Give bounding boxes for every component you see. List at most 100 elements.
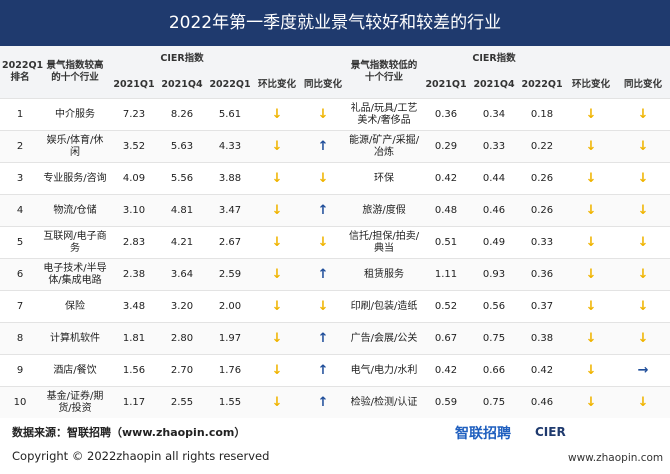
table-row: 8 计算机软件 1.81 2.80 1.97 ↓ ↑ 广告/会展/公关 0.67 0.75 0.38… bbox=[0, 322, 670, 355]
header-cell bbox=[566, 46, 617, 72]
table-cell: 0.22 bbox=[518, 130, 567, 163]
trend-arrow: ↓ bbox=[616, 322, 670, 355]
table-row: 10 基金/证券/期货/投资 1.17 2.55 1.55 ↓ ↑ 检验/检测/认证 0.59 0… bbox=[0, 386, 670, 418]
table-cell: 4.09 bbox=[110, 162, 158, 195]
table-cell: 0.75 bbox=[470, 386, 519, 418]
trend-arrow: ↓ bbox=[254, 226, 301, 259]
table-cell: 广告/会展/公关 bbox=[346, 322, 423, 355]
table-cell: 0.46 bbox=[518, 386, 567, 418]
table-cell: 检验/检测/认证 bbox=[346, 386, 423, 418]
table-cell: 0.75 bbox=[470, 322, 519, 355]
table-cell: 0.66 bbox=[470, 354, 519, 387]
trend-arrow: ↓ bbox=[566, 322, 617, 355]
trend-arrow: ↓ bbox=[616, 130, 670, 163]
trend-arrow: → bbox=[616, 354, 670, 387]
table-cell: 0.33 bbox=[518, 226, 567, 259]
table-cell: 0.49 bbox=[470, 226, 519, 259]
table-cell: 娱乐/体育/休闲 bbox=[40, 130, 110, 163]
table-cell: 酒店/餐饮 bbox=[40, 354, 110, 387]
table-cell: 4.33 bbox=[206, 130, 255, 163]
trend-arrow: ↓ bbox=[566, 194, 617, 227]
table-cell: 0.33 bbox=[470, 130, 519, 163]
table-cell: 0.44 bbox=[470, 162, 519, 195]
table-cell: 0.18 bbox=[518, 98, 567, 131]
table-row: 6 电子技术/半导体/集成电路 2.38 3.64 2.59 ↓ ↑ 租赁服务 1.11 0.93… bbox=[0, 258, 670, 291]
table-cell: 5.61 bbox=[206, 98, 255, 131]
trend-arrow: ↓ bbox=[566, 290, 617, 323]
header-cell: 景气指数较低的十个行业 bbox=[346, 46, 423, 99]
table-cell: 2.70 bbox=[158, 354, 206, 387]
trend-arrow: ↓ bbox=[254, 130, 301, 163]
trend-arrow: ↓ bbox=[566, 258, 617, 291]
header-cell: 2021Q1 bbox=[422, 72, 471, 99]
trend-arrow: ↑ bbox=[300, 354, 347, 387]
table-cell: 计算机软件 bbox=[40, 322, 110, 355]
trend-arrow: ↓ bbox=[254, 386, 301, 418]
trend-arrow: ↓ bbox=[300, 98, 347, 131]
table-cell: 0.51 bbox=[422, 226, 471, 259]
table-row: 4 物流/仓储 3.10 4.81 3.47 ↓ ↑ 旅游/度假 0.48 0.46 0.26 ↓ ↓ bbox=[0, 194, 670, 227]
header-cell: 2021Q1 bbox=[110, 72, 158, 99]
table-cell: 电气/电力/水利 bbox=[346, 354, 423, 387]
table-cell: 6 bbox=[0, 258, 40, 291]
table-cell: 3.88 bbox=[206, 162, 255, 195]
url: www.zhaopin.com bbox=[568, 452, 664, 464]
table-cell: 保险 bbox=[40, 290, 110, 323]
header-cell: 2022Q1排名 bbox=[0, 46, 43, 99]
table-cell: 8 bbox=[0, 322, 40, 355]
trend-arrow: ↓ bbox=[616, 258, 670, 291]
table-cell: 1.97 bbox=[206, 322, 255, 355]
title: 2022年第一季度就业景气较好和较差的行业 bbox=[0, 0, 670, 46]
table-cell: 5.63 bbox=[158, 130, 206, 163]
table-cell: 3.10 bbox=[110, 194, 158, 227]
table-cell: 旅游/度假 bbox=[346, 194, 423, 227]
table-cell: 2.00 bbox=[206, 290, 255, 323]
table-cell: 3.52 bbox=[110, 130, 158, 163]
table-cell: 5 bbox=[0, 226, 40, 259]
header-cell: 2022Q1 bbox=[206, 72, 255, 99]
header-cell bbox=[300, 46, 347, 72]
table-cell: 7 bbox=[0, 290, 40, 323]
table-cell: 0.36 bbox=[422, 98, 471, 131]
table-cell: 印刷/包装/造纸 bbox=[346, 290, 423, 323]
table-cell: 3.20 bbox=[158, 290, 206, 323]
copyright: Copyright © 2022zhaopin all rights reser… bbox=[12, 449, 270, 463]
trend-arrow: ↓ bbox=[616, 98, 670, 131]
table-cell: 0.36 bbox=[518, 258, 567, 291]
table-cell: 礼品/玩具/工艺美术/奢侈品 bbox=[346, 98, 423, 131]
trend-arrow: ↓ bbox=[254, 354, 301, 387]
industry-table: 2022Q1排名 景气指数较高的十个行业 CIER指数 景气指数较低的十个行业 … bbox=[0, 46, 670, 418]
trend-arrow: ↓ bbox=[254, 162, 301, 195]
table-cell: 0.38 bbox=[518, 322, 567, 355]
table-row: 3 专业服务/咨询 4.09 5.56 3.88 ↓ ↓ 环保 0.42 0.44 0.26 ↓ ↓ bbox=[0, 162, 670, 195]
trend-arrow: ↓ bbox=[254, 194, 301, 227]
trend-arrow: ↑ bbox=[300, 386, 347, 418]
header-cell: 同比变化 bbox=[300, 72, 347, 99]
table-row: 7 保险 3.48 3.20 2.00 ↓ ↓ 印刷/包装/造纸 0.52 0.56 0.37 ↓ ↓ bbox=[0, 290, 670, 323]
trend-arrow: ↓ bbox=[566, 162, 617, 195]
table-cell: 0.42 bbox=[422, 162, 471, 195]
trend-arrow: ↓ bbox=[566, 98, 617, 131]
table-cell: 3 bbox=[0, 162, 40, 195]
header-cell: 2021Q4 bbox=[158, 72, 206, 99]
trend-arrow: ↓ bbox=[566, 386, 617, 418]
table-cell: 10 bbox=[0, 386, 40, 418]
table-cell: 0.59 bbox=[422, 386, 471, 418]
table-cell: 中介服务 bbox=[40, 98, 110, 131]
logo: CIER bbox=[535, 425, 566, 439]
table-cell: 7.23 bbox=[110, 98, 158, 131]
table-cell: 基金/证券/期货/投资 bbox=[40, 386, 110, 418]
table-cell: 1.11 bbox=[422, 258, 471, 291]
table-row: 1 中介服务 7.23 8.26 5.61 ↓ ↓ 礼品/玩具/工艺美术/奢侈品 0.36 0.3… bbox=[0, 98, 670, 131]
header-cell: 景气指数较高的十个行业 bbox=[40, 46, 110, 99]
table-cell: 5.56 bbox=[158, 162, 206, 195]
table-cell: 2.38 bbox=[110, 258, 158, 291]
table-cell: 1.76 bbox=[206, 354, 255, 387]
header-cell: CIER指数 bbox=[422, 46, 567, 72]
table-cell: 2.80 bbox=[158, 322, 206, 355]
table-body: 1 中介服务 7.23 8.26 5.61 ↓ ↓ 礼品/玩具/工艺美术/奢侈品 0.36 0.3… bbox=[0, 98, 670, 418]
table-row: 5 互联网/电子商务 2.83 4.21 2.67 ↓ ↓ 信托/担保/拍卖/典当 0.51 0.… bbox=[0, 226, 670, 259]
table-cell: 1.17 bbox=[110, 386, 158, 418]
table-cell: 0.29 bbox=[422, 130, 471, 163]
